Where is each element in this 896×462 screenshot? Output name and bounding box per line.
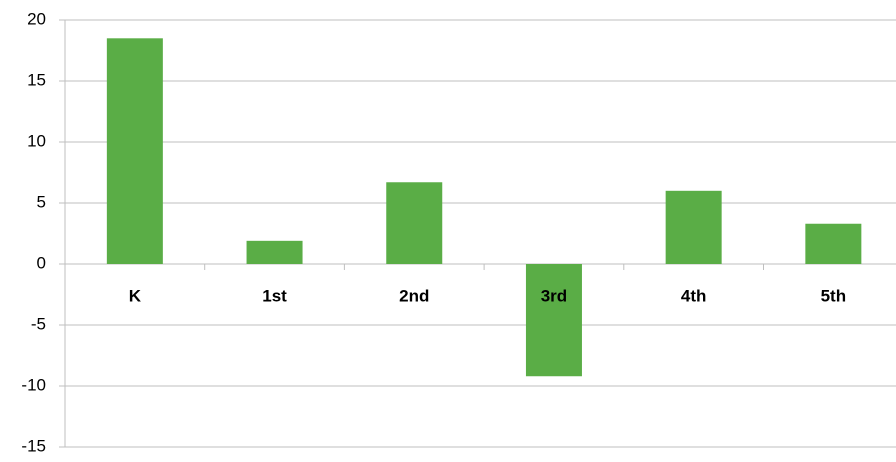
x-tick-label: 5th: [821, 286, 847, 305]
x-tick-label: 1st: [262, 286, 287, 305]
y-tick-label: 15: [27, 70, 46, 89]
bar: [665, 190, 722, 264]
y-tick-label: -5: [31, 314, 46, 333]
bar: [106, 38, 163, 264]
x-tick-label: 2nd: [399, 286, 429, 305]
x-tick-label: 4th: [681, 286, 707, 305]
y-tick-label: 0: [37, 253, 46, 272]
bar: [386, 182, 443, 264]
y-tick-label: 20: [27, 9, 46, 28]
y-tick-label: 10: [27, 131, 46, 150]
x-tick-label: K: [129, 286, 142, 305]
bar: [246, 240, 303, 264]
bar: [805, 223, 862, 264]
y-tick-label: -15: [21, 436, 46, 455]
y-tick-label: -10: [21, 375, 46, 394]
bar: [525, 264, 582, 377]
y-tick-label: 5: [37, 192, 46, 211]
x-tick-label: 3rd: [541, 286, 567, 305]
